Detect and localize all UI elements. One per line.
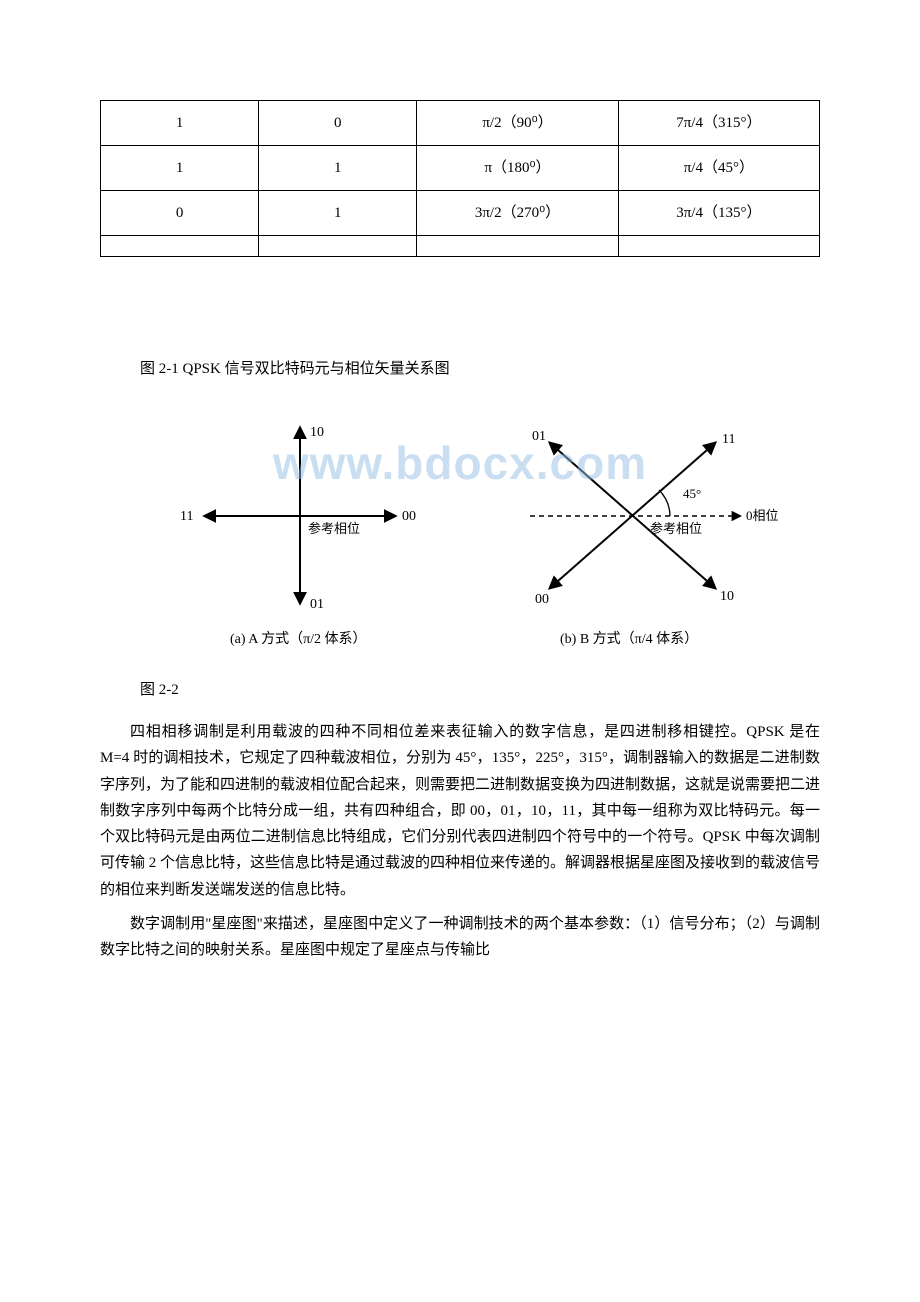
cell: 1 [101,146,259,191]
table-row [101,236,820,257]
caption-a: (a) A 方式（π/2 体系） [230,631,367,647]
cell: 3π/4（135°） [618,191,819,236]
constellation-diagram: www.bdocx.com 10 00 01 11 参考相位 (a) A 方式（… [100,408,820,668]
label-45: 45° [683,486,701,501]
cell: 7π/4（315°） [618,101,819,146]
cell: 0 [259,101,417,146]
table-row: 0 1 3π/2（270⁰） 3π/4（135°） [101,191,820,236]
paragraph-1: 四相相移调制是利用载波的四种不同相位差来表征输入的数字信息，是四进制移相键控。Q… [100,719,820,903]
label-se: 10 [720,589,734,604]
label-ref-a: 参考相位 [308,521,360,536]
figure-caption-2-1: 图 2-1 QPSK 信号双比特码元与相位矢量关系图 [140,357,820,378]
diagram-svg: 10 00 01 11 参考相位 (a) A 方式（π/2 体系） 45° 11… [130,408,790,668]
label-zero: 0相位 [746,508,779,523]
caption-b: (b) B 方式（π/4 体系） [560,631,698,647]
label-01: 01 [310,597,324,612]
label-nw: 01 [532,429,546,444]
cell [417,236,618,257]
phase-table: 1 0 π/2（90⁰） 7π/4（315°） 1 1 π（180⁰） π/4（… [100,100,820,257]
label-11: 11 [180,509,193,524]
label-10: 10 [310,425,324,440]
label-ne: 11 [722,432,735,447]
table-row: 1 0 π/2（90⁰） 7π/4（315°） [101,101,820,146]
label-ref-b: 参考相位 [650,521,702,536]
label-00: 00 [402,509,416,524]
cell: π/2（90⁰） [417,101,618,146]
cell [259,236,417,257]
cell: π/4（45°） [618,146,819,191]
cell: 3π/2（270⁰） [417,191,618,236]
cell [101,236,259,257]
figure-label-2-2: 图 2-2 [140,678,820,699]
cell: 1 [259,146,417,191]
cell: π（180⁰） [417,146,618,191]
cell [618,236,819,257]
table-row: 1 1 π（180⁰） π/4（45°） [101,146,820,191]
cell: 1 [101,101,259,146]
cell: 0 [101,191,259,236]
paragraph-2: 数字调制用"星座图"来描述，星座图中定义了一种调制技术的两个基本参数：（1）信号… [100,911,820,964]
label-sw: 00 [535,592,549,607]
cell: 1 [259,191,417,236]
